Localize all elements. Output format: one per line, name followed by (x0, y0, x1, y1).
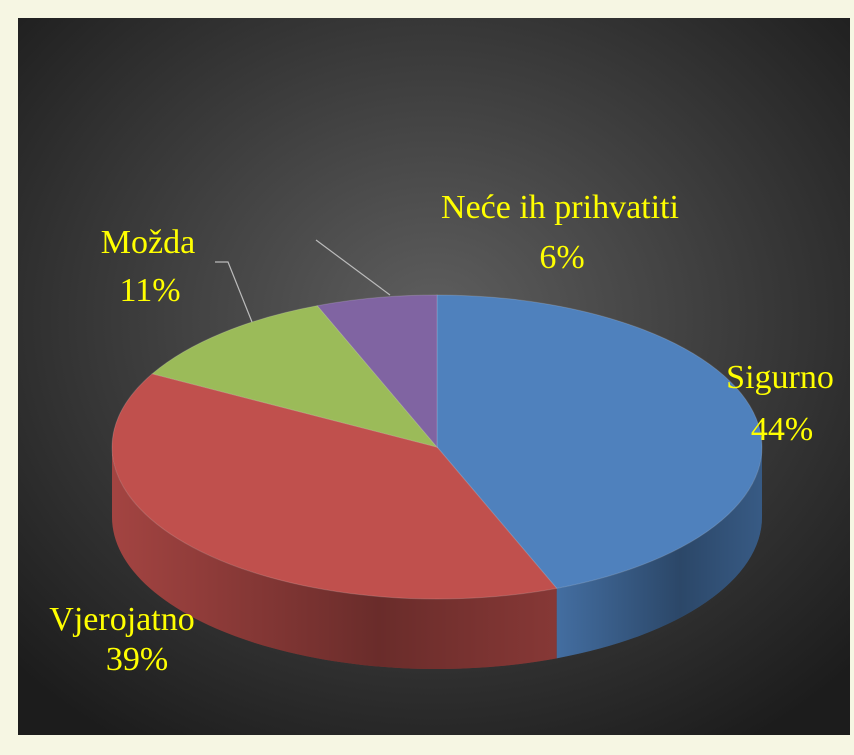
slice-side-shade (556, 447, 762, 659)
slice (111, 373, 558, 600)
leader-line (215, 261, 253, 323)
value-label: 44% (751, 411, 813, 448)
value-label: 6% (539, 239, 584, 276)
slice (436, 294, 763, 589)
value-label: 39% (106, 641, 168, 678)
slice-label: Neće ih prihvatiti (441, 189, 679, 226)
slice (151, 305, 439, 448)
slice-side-shade (112, 447, 557, 669)
slice-label: Sigurno (726, 359, 834, 396)
leader-line (315, 239, 391, 296)
slice-label: Vjerojatno (49, 601, 194, 638)
slice (316, 294, 438, 449)
value-label: 11% (119, 272, 180, 309)
slice-label: Možda (101, 224, 195, 261)
